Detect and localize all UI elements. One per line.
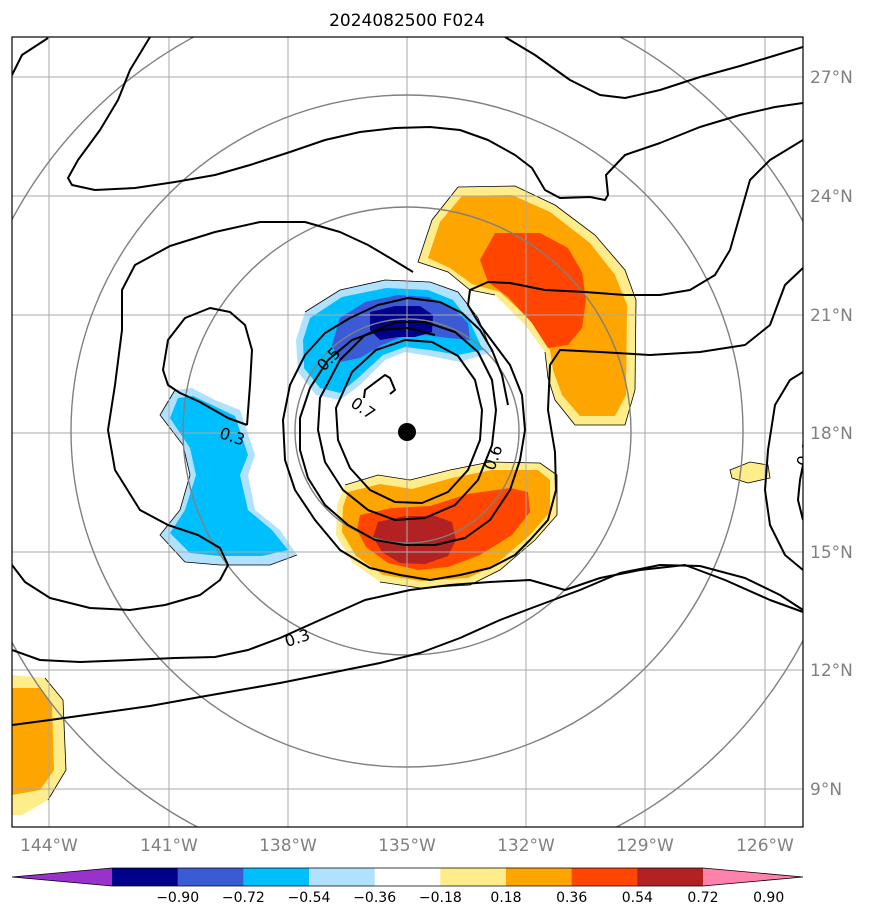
lat-label: 27°N: [810, 68, 853, 88]
colorbar-segment: [571, 868, 638, 886]
colorbar-arrow-right: [703, 868, 803, 886]
colorbar-segment: [374, 868, 441, 886]
colorbar-segment: [440, 868, 507, 886]
lat-label: 15°N: [810, 543, 853, 563]
lon-label: 129°W: [616, 836, 674, 856]
lat-label: 9°N: [810, 780, 842, 800]
lat-label: 21°N: [810, 306, 853, 326]
colorbar-tick-label: 0.72: [687, 890, 718, 906]
fill-ne-high: [480, 233, 586, 348]
map-frame: [11, 36, 804, 828]
contour-label: 0.8: [792, 439, 819, 469]
colorbar-arrow-left: [12, 868, 112, 886]
colorbar-outline: [11, 867, 804, 887]
colorbar-tick-label: 0.36: [556, 890, 587, 906]
fill-sw-mid: [12, 688, 54, 795]
plot-title: 2024082500 F024: [329, 11, 485, 31]
contours: [12, 37, 803, 726]
colorbar-tick-label: −0.36: [353, 890, 396, 906]
lon-label: 144°W: [20, 836, 78, 856]
lat-label: 18°N: [810, 424, 853, 444]
graticule: [12, 37, 803, 827]
lon-label: 135°W: [378, 836, 436, 856]
colorbar-segment: [243, 868, 310, 886]
lon-label: 138°W: [259, 836, 317, 856]
lat-label: 24°N: [810, 187, 853, 207]
longitude-labels: 144°W 141°W 138°W 135°W 132°W 129°W 126°…: [20, 836, 794, 856]
colorbar-segment: [309, 868, 376, 886]
lon-label: 126°W: [736, 836, 794, 856]
lon-label: 132°W: [497, 836, 555, 856]
colorbar-tick-label: 0.54: [622, 890, 653, 906]
colorbar-tick-label: −0.18: [419, 890, 462, 906]
colorbar-segment: [506, 868, 573, 886]
anomaly-fills: [12, 186, 770, 815]
colorbar-tick-label: 0.18: [490, 890, 521, 906]
latitude-labels: 27°N 24°N 21°N 18°N 15°N 12°N 9°N: [810, 68, 853, 800]
lat-label: 12°N: [810, 661, 853, 681]
colorbar: −0.90 −0.72 −0.54 −0.36 −0.18 0.18 0.36 0.54 0.7…: [11, 867, 804, 906]
storm-center-marker: [398, 423, 416, 441]
map-area: 0.3 0.3 0.5 0.6 0.7 0.8: [12, 37, 819, 827]
lon-label: 141°W: [140, 836, 198, 856]
colorbar-tick-label: −0.72: [222, 890, 265, 906]
colorbar-tick-label: −0.90: [156, 890, 199, 906]
colorbar-tick-label: 0.90: [753, 890, 784, 906]
fill-outlines: [44, 185, 771, 801]
range-rings: [12, 37, 803, 827]
colorbar-segment: [177, 868, 244, 886]
colorbar-tick-label: −0.54: [288, 890, 331, 906]
colorbar-segment: [637, 868, 704, 886]
colorbar-segment: [112, 868, 179, 886]
